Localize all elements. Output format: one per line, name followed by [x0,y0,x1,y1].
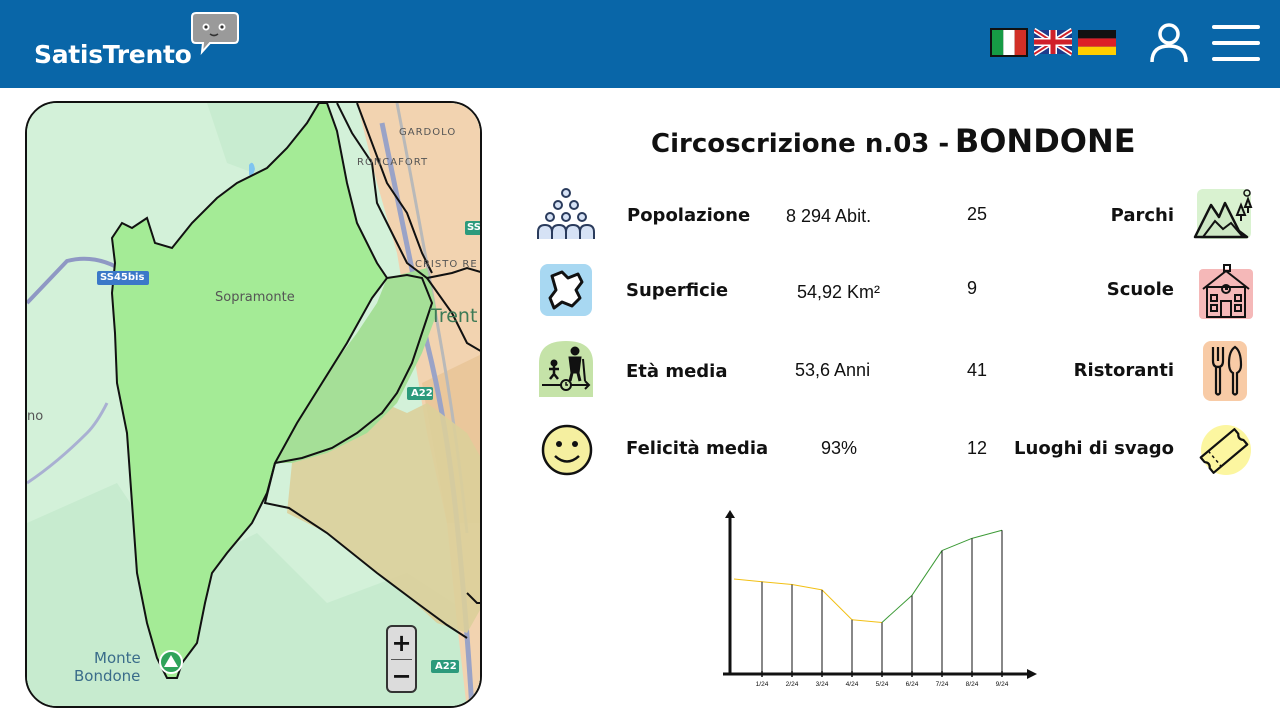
flag-germany-icon[interactable] [1078,28,1116,57]
stat-value-age: 53,6 Anni [795,360,871,380]
stat-label-population: Popolazione [627,205,751,226]
stat-label-age: Età media [626,361,728,382]
road-label-a22-bottom: A22 [435,661,457,672]
stat-value-area: 54,92 Km² [797,282,881,302]
amenity-label-leisure: Luoghi di svago [1014,438,1174,459]
chart-line-segment [761,581,793,585]
chart-x-tick-label: 6/24 [906,681,919,688]
district-title-prefix: Circoscrizione n.03 - [651,129,950,159]
stat-label-area: Superficie [626,280,729,301]
chart-x-tick-label: 9/24 [996,681,1009,688]
hamburger-menu-icon[interactable] [1210,22,1262,64]
population-icon [537,188,595,239]
mountain-park-icon[interactable] [1193,185,1255,239]
chart-line-segment [733,578,763,583]
app-header: SatisTrento [0,0,1280,88]
district-title: Circoscrizione n.03 - BONDONE [651,122,1136,160]
smiley-icon [541,424,593,476]
language-selector [990,28,1116,57]
amenity-label-restaurants: Ristoranti [1073,360,1174,381]
chart-line-segment [911,550,943,596]
district-title-name: BONDONE [954,122,1136,160]
road-label-ss45bis: SS45bis [100,272,145,283]
chart-x-tick-label: 5/24 [876,681,889,688]
chart-x-tick-label: 8/24 [966,681,979,688]
amenity-count-restaurants: 41 [967,360,988,380]
district-map[interactable]: GARDOLO RONCAFORT CRISTO RE Trent Sopram… [25,101,482,708]
user-account-icon[interactable] [1148,22,1190,64]
amenity-count-leisure: 12 [967,438,988,458]
chart-x-tick-label: 4/24 [846,681,859,688]
zoom-divider [391,659,412,660]
chart-line-segment [851,619,883,623]
map-label-roncafort: RONCAFORT [357,157,429,168]
app-logo-text[interactable]: SatisTrento [34,40,192,69]
zoom-out-button[interactable]: − [391,662,412,690]
flag-italy-icon[interactable] [990,28,1028,57]
road-label-ss: SS [467,222,481,233]
map-canvas [27,103,480,706]
chart-x-tick-label: 3/24 [816,681,829,688]
map-label-cristo-re: CRISTO RE [415,259,478,270]
chart-x-axis-arrow [1027,669,1037,679]
amenity-count-schools: 9 [967,278,978,298]
chart-y-axis-arrow [725,510,735,518]
zoom-in-button[interactable]: + [391,629,412,657]
flag-uk-icon[interactable] [1034,28,1072,57]
chart-x-tick-label: 1/24 [756,681,769,688]
stat-label-happiness: Felicità media [626,438,769,459]
chart-x-tick-label: 2/24 [786,681,799,688]
chart-line-segment [821,589,853,621]
chart-line-segment [791,583,823,591]
amenity-label-schools: Scuole [1106,279,1174,300]
school-icon[interactable] [1197,263,1255,321]
map-label-left-edge: no [27,409,44,424]
chart-line-segment [941,537,973,552]
map-label-trento: Trent [430,305,478,327]
chart-line-segment [971,529,1003,539]
map-label-bondone: Bondone [74,667,141,685]
chat-bubble-logo-icon [191,12,239,55]
stat-value-population: 8 294 Abit. [786,206,872,226]
chart-x-tick-label: 7/24 [936,681,949,688]
map-zoom-control: + − [386,625,417,693]
cutlery-icon[interactable] [1203,341,1249,401]
amenity-label-parks: Parchi [1110,205,1174,226]
map-label-gardolo: GARDOLO [399,127,457,138]
amenity-count-parks: 25 [967,204,988,224]
chart-line-segment [881,594,913,623]
area-map-icon [540,264,592,316]
road-label-a22-top: A22 [411,388,433,399]
stat-value-happiness: 93% [821,438,858,458]
ticket-icon[interactable] [1196,423,1252,477]
trend-line-chart: 1/24 2/24 3/24 4/24 5/24 6/24 7/24 8/24 9/24 [723,510,1037,688]
age-icon [539,341,593,397]
map-label-monte: Monte [94,649,141,667]
map-label-sopramonte: Sopramonte [215,290,295,305]
